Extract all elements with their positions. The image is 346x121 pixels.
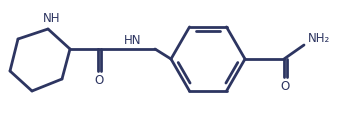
Text: O: O <box>280 79 290 92</box>
Text: O: O <box>94 73 103 87</box>
Text: HN: HN <box>124 34 142 48</box>
Text: NH₂: NH₂ <box>308 33 330 45</box>
Text: NH: NH <box>43 12 61 25</box>
